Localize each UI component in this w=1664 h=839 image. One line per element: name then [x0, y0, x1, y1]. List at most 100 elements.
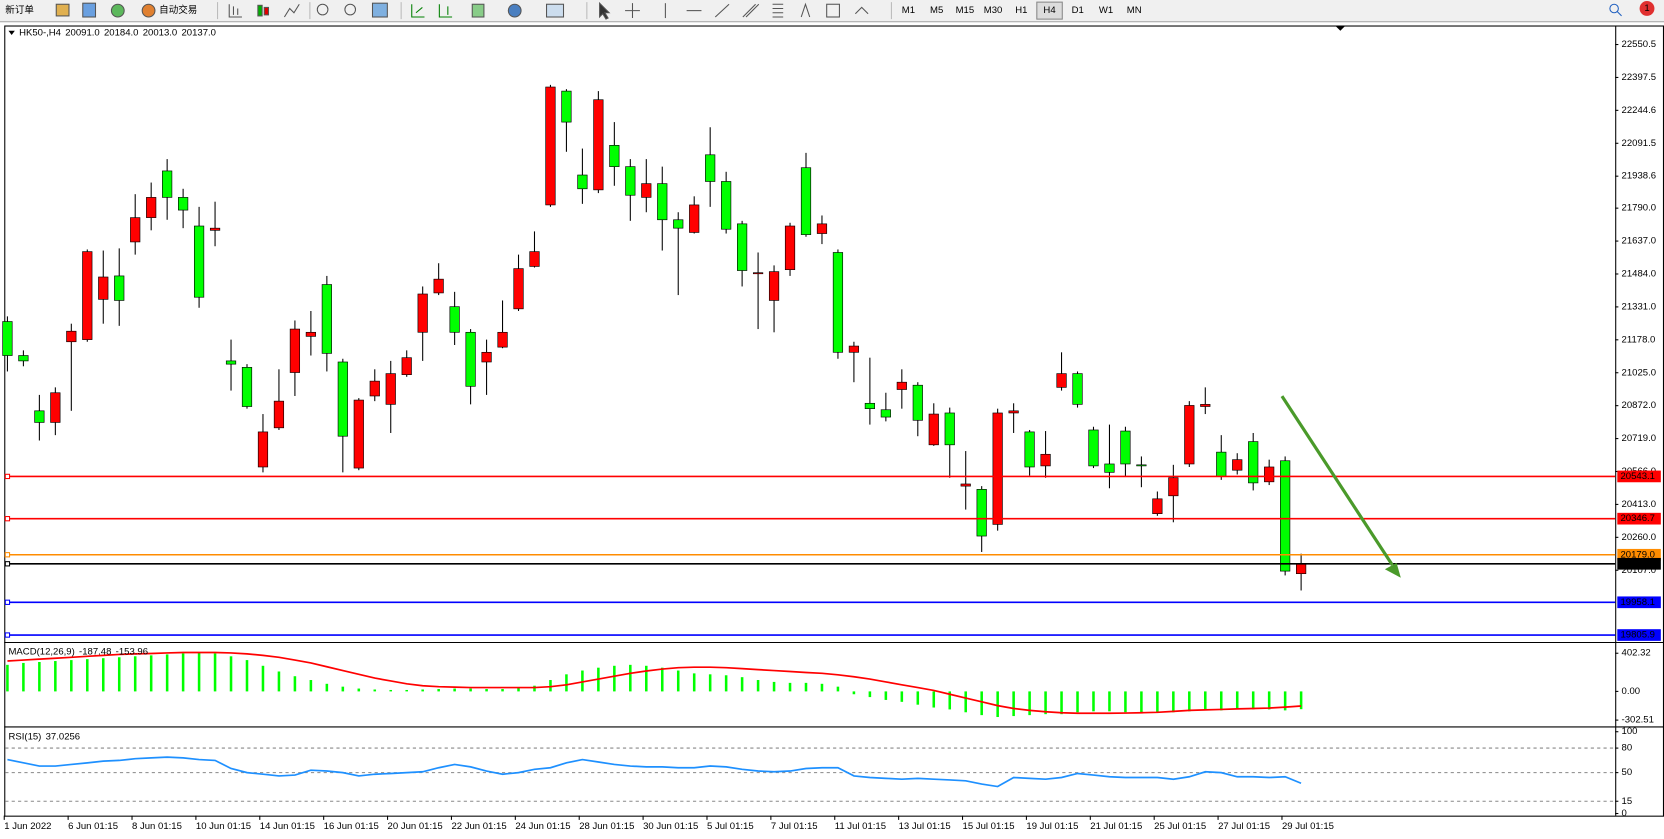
- histogram-bar: [1283, 691, 1287, 711]
- timeframe-button[interactable]: M15: [956, 5, 975, 16]
- candle-body: [752, 272, 764, 275]
- timeframe-button[interactable]: MN: [1127, 5, 1142, 16]
- level-handle: [4, 632, 11, 638]
- icon: [316, 3, 329, 16]
- histogram-bar: [485, 689, 488, 692]
- icon: [141, 3, 156, 18]
- y-tick-label: 21938.6: [1622, 171, 1657, 182]
- y-tick-label: 20719.0: [1622, 433, 1657, 444]
- icon: [55, 3, 70, 17]
- candle-body: [673, 219, 684, 229]
- icon: [826, 3, 840, 18]
- candle-body: [305, 331, 316, 337]
- histogram-bar: [405, 689, 408, 692]
- y-tick-label: 100: [1622, 726, 1638, 737]
- candle-body: [609, 145, 620, 167]
- histogram-bar: [788, 682, 792, 692]
- histogram-bar: [309, 680, 313, 692]
- histogram-bar: [884, 691, 888, 700]
- y-tick-label: 22397.5: [1622, 72, 1657, 83]
- level-label-box: [1617, 470, 1661, 483]
- level-label: 20137.0: [1620, 558, 1655, 569]
- histogram-bar: [1108, 691, 1111, 712]
- histogram-bar: [501, 689, 504, 692]
- histogram-bar: [581, 670, 584, 692]
- histogram-bar: [1124, 691, 1127, 713]
- histogram-bar: [149, 655, 153, 692]
- x-tick-label: 5 Jul 01:15: [707, 821, 754, 832]
- y-tick-label: 20413.0: [1622, 499, 1657, 510]
- icon: [257, 4, 263, 17]
- chart-frame: [4, 25, 1664, 817]
- candle-body: [944, 412, 955, 446]
- candle-body: [82, 251, 93, 340]
- candle-body: [289, 328, 301, 373]
- x-tick-label: 8 Jun 01:15: [132, 821, 182, 832]
- histogram-bar: [229, 656, 233, 692]
- histogram-bar: [772, 681, 776, 692]
- candle-body: [1168, 477, 1179, 497]
- candle-body: [960, 483, 971, 487]
- level-label-box: [1617, 548, 1661, 561]
- histogram-bar: [6, 664, 9, 692]
- histogram-bar: [101, 658, 105, 692]
- candle-body: [162, 170, 173, 198]
- histogram-bar: [756, 680, 760, 692]
- histogram-bar: [613, 665, 616, 692]
- histogram-bar: [261, 665, 265, 692]
- histogram-bar: [724, 675, 728, 692]
- histogram-bar: [900, 691, 904, 702]
- histogram-bar: [836, 686, 840, 692]
- timeframe-button[interactable]: W1: [1099, 5, 1113, 16]
- y-tick-label: 21178.0: [1622, 334, 1656, 345]
- timeframe-button[interactable]: M5: [930, 5, 943, 16]
- candle-body: [385, 373, 396, 405]
- candle-body: [816, 223, 828, 234]
- trend-arrow: [1280, 395, 1401, 578]
- level-label: 20543.1: [1620, 471, 1655, 482]
- x-tick-label: 24 Jun 01:15: [515, 821, 570, 832]
- chart-header: 20184.0: [104, 27, 139, 38]
- indicator-line: [7, 651, 1302, 715]
- histogram-bar: [469, 688, 472, 692]
- x-tick-label: 16 Jun 01:15: [324, 821, 379, 832]
- candle-body: [193, 225, 205, 298]
- candle-body: [896, 381, 907, 390]
- candle-body: [417, 293, 428, 333]
- histogram-bar: [804, 682, 808, 692]
- histogram-bar: [213, 653, 217, 692]
- histogram-bar: [197, 652, 201, 692]
- histogram-bar: [38, 661, 41, 692]
- timeframe-button[interactable]: M1: [902, 5, 915, 16]
- timeframe-button[interactable]: H1: [1015, 5, 1027, 16]
- y-tick-label: 80: [1622, 743, 1633, 754]
- candle-body: [114, 275, 125, 301]
- histogram-bar: [852, 691, 856, 695]
- x-tick-label: 20 Jun 01:15: [388, 821, 443, 832]
- timeframe-button[interactable]: D1: [1072, 5, 1084, 16]
- candle-body: [800, 167, 812, 235]
- menu-triangle: [8, 30, 15, 36]
- x-tick-label: 7 Jul 01:15: [771, 821, 818, 832]
- y-tick-label: 0.00: [1622, 686, 1641, 697]
- icon: [714, 3, 730, 18]
- histogram-bar: [1219, 691, 1223, 711]
- histogram-bar: [1267, 691, 1271, 710]
- x-tick-label: 21 Jul 01:15: [1090, 821, 1142, 832]
- level-label: 20346.7: [1620, 513, 1655, 524]
- button-label[interactable]: 自动交易: [159, 4, 197, 16]
- candle-body: [864, 402, 875, 409]
- candle-body: [513, 268, 524, 310]
- indicator-header: RSI(15): [8, 732, 41, 743]
- candle-body: [497, 331, 508, 348]
- timeframe-button[interactable]: H4: [1043, 5, 1056, 16]
- histogram-bar: [676, 670, 680, 692]
- timeframe-button[interactable]: M30: [984, 5, 1003, 16]
- icon: [344, 3, 357, 16]
- candle-body: [1088, 429, 1099, 467]
- button-label[interactable]: 新订单: [5, 4, 34, 16]
- candle-body: [321, 284, 332, 354]
- histogram-bar: [660, 667, 664, 692]
